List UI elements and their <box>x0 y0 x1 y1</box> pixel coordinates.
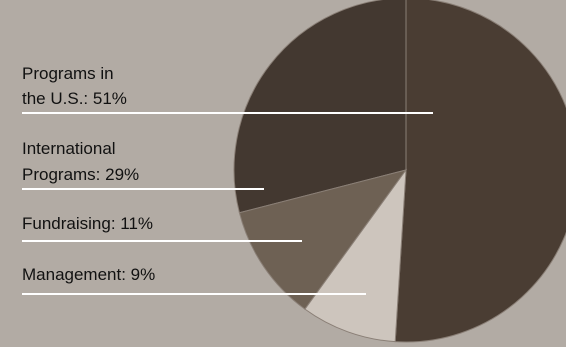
pie-slice-management <box>304 168 407 343</box>
slice-label-programs-in-the-u-s-line-2: the U.S.: 51% <box>22 89 127 108</box>
slice-label-programs-in-the-u-s-line-1: Programs in <box>22 64 114 83</box>
pie-slices <box>233 0 566 343</box>
pie-slice-programs-in-the-u-s <box>394 0 566 343</box>
slice-labels: Programs in the U.S.: 51% International Pro… <box>22 64 433 295</box>
slice-label-international-programs-line-2: Programs: 29% <box>22 165 139 184</box>
slice-label-fundraising-line-1: Fundraising: 11% <box>22 214 153 233</box>
slice-label-international-programs-line-1: International <box>22 139 116 158</box>
slice-label-management-line-1: Management: 9% <box>22 265 155 284</box>
pie-slice-fundraising <box>238 169 408 310</box>
pie-slice-international-programs <box>233 0 407 214</box>
